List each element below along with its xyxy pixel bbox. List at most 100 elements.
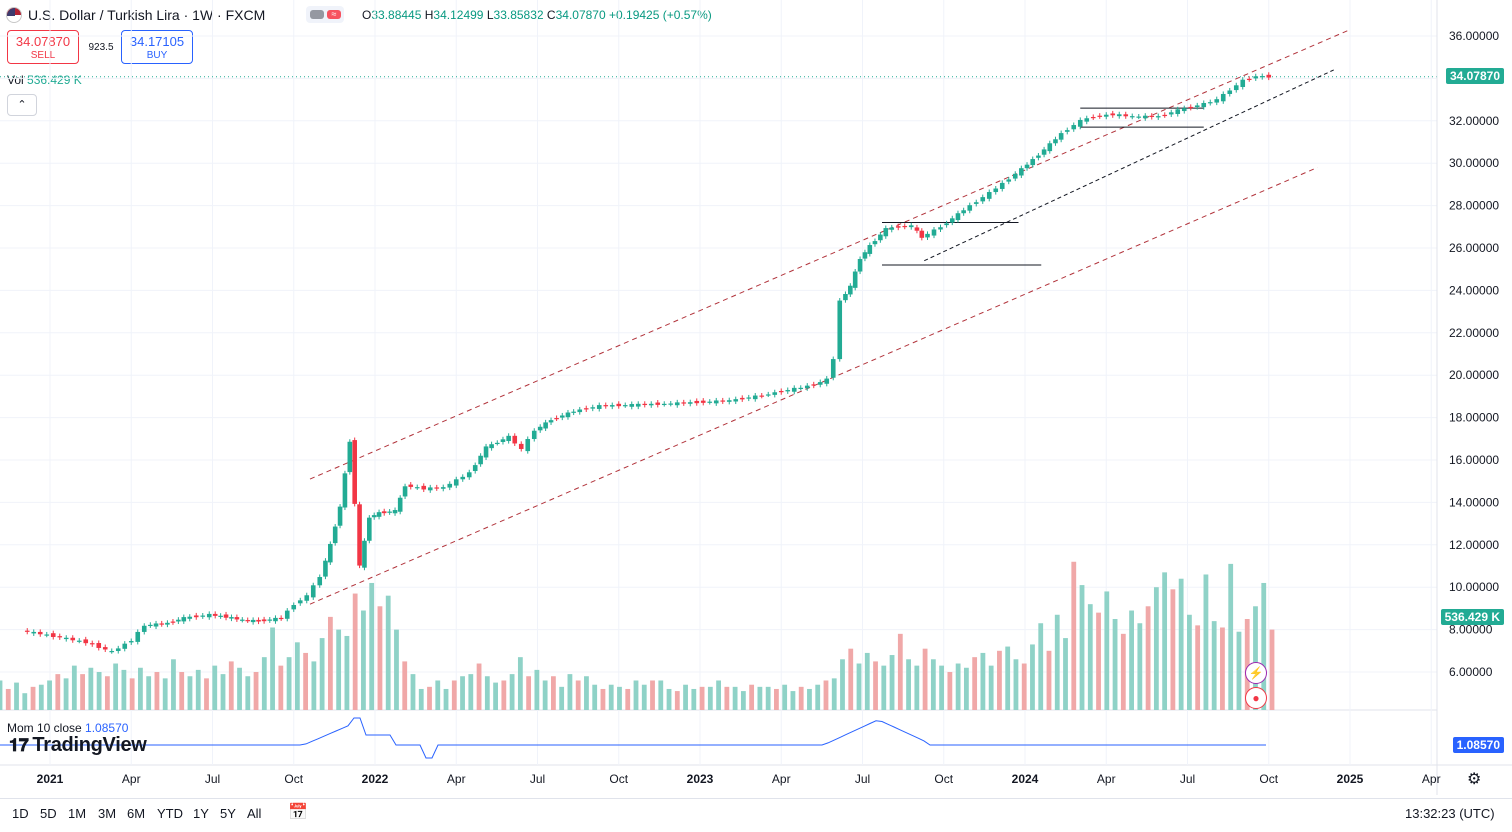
economic-events-icon[interactable]: ●: [1245, 687, 1267, 709]
volume-bar: [435, 680, 441, 710]
volume-bar: [1054, 614, 1060, 710]
candle-body: [109, 651, 115, 653]
candle-body: [1220, 93, 1226, 102]
candle-body: [843, 294, 848, 301]
volume-bar: [451, 680, 457, 710]
logo-text: TradingView: [32, 734, 147, 756]
candle-body: [421, 485, 427, 490]
volume-bar: [468, 674, 474, 710]
volume-bar: [303, 652, 309, 710]
candle-body: [200, 615, 206, 617]
status-pill[interactable]: ≈: [306, 6, 344, 23]
volume-bar: [683, 684, 688, 710]
volume-label: Vol: [7, 73, 24, 87]
volume-bar: [1120, 633, 1126, 710]
volume-bar: [204, 678, 209, 710]
volume-bar: [179, 672, 185, 710]
lightning-icon[interactable]: ⚡: [1245, 662, 1267, 684]
candle-body: [347, 441, 353, 473]
candle-body: [949, 218, 955, 223]
tradingview-logo[interactable]: 𝟏𝟕 TradingView: [9, 734, 147, 757]
volume-bars: [0, 561, 1275, 710]
candle-body: [223, 614, 229, 618]
volume-bar: [410, 674, 416, 710]
timeframe-1m[interactable]: 1M: [68, 806, 87, 821]
collapse-chevron-icon[interactable]: ⌃: [7, 94, 37, 116]
close-label: C: [546, 8, 556, 22]
volume-bar: [1046, 650, 1052, 710]
candle-body: [938, 227, 943, 230]
timeframe-5y[interactable]: 5Y: [220, 806, 236, 821]
volume-bar: [592, 684, 598, 710]
volume-bar: [1253, 606, 1258, 710]
symbol-title[interactable]: U.S. Dollar / Turkish Lira · 1W · FXCM: [28, 7, 266, 23]
volume-bar: [1203, 574, 1209, 710]
candle-body: [635, 403, 641, 407]
candle-body: [44, 634, 50, 636]
candle-body: [1227, 90, 1233, 94]
momentum-legend[interactable]: Mom 10 close 1.08570: [7, 721, 128, 735]
volume-bar: [38, 684, 44, 710]
candle-body: [857, 259, 863, 272]
volume-bar: [55, 674, 61, 710]
volume-bar: [889, 655, 895, 710]
volume-bar: [220, 674, 226, 710]
candle-body: [245, 620, 251, 622]
candle-body: [250, 619, 256, 623]
candle-body: [1047, 143, 1053, 152]
candle-body: [1024, 164, 1030, 169]
volume-bar: [790, 691, 796, 710]
candle-body: [310, 585, 316, 598]
volume-bar: [377, 606, 383, 710]
calendar-icon[interactable]: 📅: [288, 804, 308, 821]
x-tick-label: 2021: [37, 772, 64, 786]
timeframe-5d[interactable]: 5D: [40, 806, 57, 821]
y-tick-label: 6.00000: [1449, 665, 1493, 679]
candle-body: [141, 625, 147, 632]
volume-bar: [71, 665, 77, 710]
volume-bar: [1261, 582, 1267, 710]
candle-body: [778, 390, 784, 393]
change-value: +0.19425 (+0.57%): [609, 8, 712, 22]
y-axis: 36.0000034.0000032.0000030.0000028.00000…: [1436, 0, 1499, 795]
momentum-tag: 1.08570: [1452, 737, 1504, 753]
candle-body: [89, 643, 95, 645]
tradingview-mark-icon: 𝟏𝟕: [9, 735, 29, 755]
candle-body: [1175, 109, 1181, 115]
timeframe-1d[interactable]: 1D: [12, 806, 29, 821]
buy-label: BUY: [146, 50, 168, 61]
timeframe-ytd[interactable]: YTD: [157, 806, 183, 821]
candle-body: [543, 422, 548, 429]
trend-channel: [309, 29, 1351, 605]
gear-icon[interactable]: ⚙: [1467, 771, 1482, 788]
candle-body: [785, 390, 791, 392]
volume-bar: [22, 693, 28, 710]
volume-bar: [385, 595, 391, 710]
close-value: 34.07870: [555, 8, 606, 22]
timeframe-1y[interactable]: 1Y: [193, 806, 209, 821]
candle-body: [170, 621, 176, 623]
volume-tag: 536.429 K: [1440, 609, 1504, 625]
flag-icon: [6, 7, 22, 23]
volume-bar: [997, 650, 1002, 710]
volume-bar: [228, 661, 234, 710]
candle-body: [83, 639, 89, 644]
candle-body: [229, 617, 234, 619]
volume-bar: [856, 663, 862, 710]
candle-body: [1071, 125, 1077, 130]
candle-body: [181, 617, 187, 622]
timeframe-6m[interactable]: 6M: [127, 806, 146, 821]
timeframe-3m[interactable]: 3M: [98, 806, 117, 821]
sell-price: 34.07870: [15, 34, 71, 49]
candle-body: [96, 643, 102, 648]
candle-body: [512, 435, 518, 444]
volume-bar: [815, 684, 821, 710]
volume-bar: [534, 669, 540, 710]
candle-body: [867, 245, 873, 254]
candle-body: [590, 407, 596, 409]
low-value: 33.85832: [493, 8, 544, 22]
candle-body: [830, 359, 836, 378]
timeframe-all[interactable]: All: [247, 806, 262, 821]
candle-body: [733, 399, 739, 402]
